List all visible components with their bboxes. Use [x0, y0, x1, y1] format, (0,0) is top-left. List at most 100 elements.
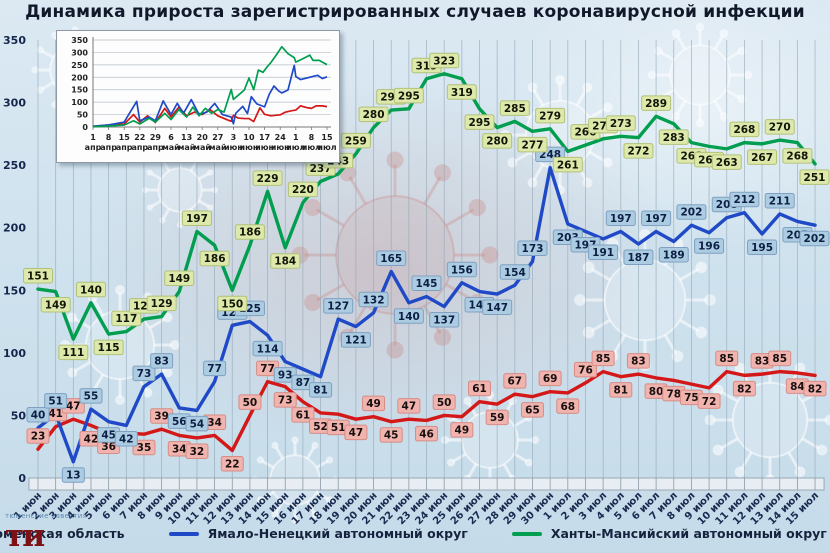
svg-text:85: 85 [772, 353, 787, 365]
svg-text:0: 0 [82, 123, 88, 132]
svg-text:51: 51 [331, 422, 346, 434]
svg-text:150: 150 [221, 298, 243, 310]
svg-text:июн: июн [224, 143, 243, 152]
svg-text:82: 82 [737, 383, 752, 395]
legend-label: Ханты-Мансийский автономный округ — Югра [550, 526, 830, 541]
svg-text:36: 36 [101, 441, 116, 453]
svg-text:32: 32 [190, 446, 205, 458]
svg-text:81: 81 [313, 385, 328, 397]
svg-text:280: 280 [486, 136, 508, 148]
svg-text:186: 186 [204, 253, 226, 265]
svg-text:77: 77 [207, 363, 222, 375]
svg-text:май: май [209, 143, 227, 152]
svg-text:83: 83 [755, 356, 770, 368]
svg-text:268: 268 [733, 124, 755, 136]
svg-text:75: 75 [684, 392, 699, 404]
svg-text:145: 145 [416, 278, 438, 290]
svg-text:июл: июл [286, 143, 305, 152]
svg-text:апр: апр [100, 143, 117, 152]
svg-text:27: 27 [212, 133, 223, 142]
svg-text:апр: апр [131, 143, 148, 152]
svg-text:34: 34 [207, 417, 222, 429]
svg-text:82: 82 [808, 383, 823, 395]
legend-label: Тюменская область [0, 526, 125, 541]
svg-text:295: 295 [469, 117, 491, 129]
svg-text:154: 154 [504, 267, 526, 279]
svg-text:115: 115 [98, 342, 120, 354]
svg-text:45: 45 [384, 430, 399, 442]
svg-text:77: 77 [260, 363, 275, 375]
svg-text:197: 197 [645, 213, 667, 225]
svg-text:251: 251 [804, 172, 826, 184]
svg-text:289: 289 [645, 98, 667, 110]
svg-text:15: 15 [119, 133, 131, 142]
svg-text:283: 283 [663, 132, 685, 144]
svg-text:186: 186 [239, 227, 261, 239]
series-line [36, 369, 817, 453]
virus-watermark-icon [440, 390, 540, 490]
svg-text:127: 127 [327, 301, 349, 313]
svg-text:319: 319 [451, 87, 473, 99]
svg-text:май: май [178, 143, 196, 152]
svg-text:212: 212 [733, 194, 755, 206]
svg-text:8: 8 [309, 133, 315, 142]
svg-text:50: 50 [243, 397, 258, 409]
svg-text:121: 121 [345, 335, 367, 347]
svg-text:17: 17 [259, 133, 270, 142]
svg-text:280: 280 [363, 109, 385, 121]
svg-text:140: 140 [80, 284, 102, 296]
legend-item: Ямало-Ненецкий автономный округ [168, 526, 468, 541]
svg-text:211: 211 [769, 195, 791, 207]
inset-x-tick-labels: 1апр8апр15апр22апр29апр6май13май20май27м… [85, 127, 337, 152]
svg-text:6: 6 [168, 133, 174, 142]
svg-text:49: 49 [366, 398, 381, 410]
svg-text:47: 47 [402, 401, 417, 413]
legend-item: Ханты-Мансийский автономный округ — Югра [511, 526, 830, 541]
inset-chart-canvas: 0501001502002503003501апр8апр15апр22апр2… [71, 36, 337, 152]
svg-text:78: 78 [666, 388, 681, 400]
inset-chart: 0 50 100 150 200 250 300 350 1 апр 8 апр 15 апр 22 апр 2… [56, 30, 340, 163]
svg-text:22: 22 [134, 133, 145, 142]
svg-text:июн: июн [240, 143, 259, 152]
svg-text:55: 55 [84, 391, 99, 403]
svg-text:87: 87 [296, 377, 311, 389]
svg-text:300: 300 [3, 97, 26, 110]
svg-text:июн: июн [271, 143, 290, 152]
svg-text:72: 72 [702, 396, 717, 408]
svg-text:68: 68 [560, 401, 575, 413]
svg-text:34: 34 [172, 443, 187, 455]
svg-text:1: 1 [293, 133, 299, 142]
svg-text:80: 80 [649, 386, 664, 398]
svg-text:300: 300 [71, 48, 88, 57]
svg-text:июн: июн [255, 143, 274, 152]
svg-text:173: 173 [522, 243, 544, 255]
main-x-axis [28, 477, 825, 491]
svg-text:263: 263 [716, 157, 738, 169]
virus-watermark-icon [647, 22, 753, 128]
svg-text:189: 189 [663, 249, 685, 261]
svg-text:350: 350 [3, 34, 26, 47]
svg-text:197: 197 [610, 213, 632, 225]
svg-text:184: 184 [274, 256, 296, 268]
svg-text:61: 61 [472, 383, 487, 395]
publisher-logo-mark: ти [5, 518, 45, 553]
svg-text:267: 267 [751, 152, 773, 164]
svg-text:268: 268 [786, 151, 808, 163]
svg-text:187: 187 [627, 252, 649, 264]
svg-text:42: 42 [84, 433, 99, 445]
virus-watermark-icon [574, 229, 716, 371]
svg-text:81: 81 [613, 385, 628, 397]
svg-text:47: 47 [349, 427, 364, 439]
svg-text:май: май [162, 143, 180, 152]
svg-text:84: 84 [790, 381, 805, 393]
svg-text:83: 83 [154, 356, 169, 368]
svg-text:50: 50 [77, 111, 89, 120]
inset-series-line [92, 64, 328, 128]
svg-text:250: 250 [71, 61, 88, 70]
svg-text:156: 156 [451, 264, 473, 276]
svg-text:15: 15 [321, 133, 333, 142]
svg-text:100: 100 [71, 98, 88, 107]
svg-text:73: 73 [137, 368, 152, 380]
